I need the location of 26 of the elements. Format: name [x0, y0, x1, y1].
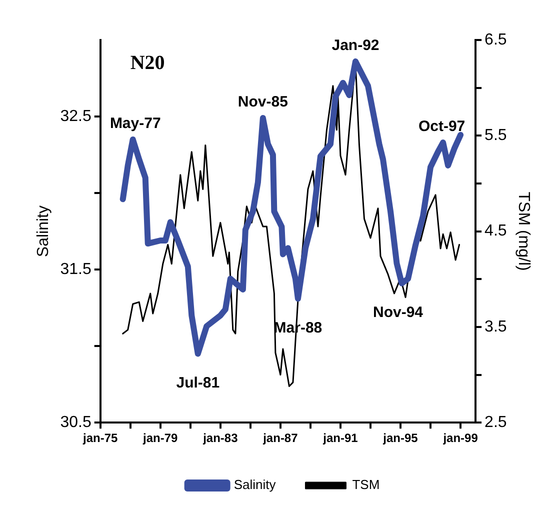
y2-tick-label: 2.5 — [484, 414, 507, 432]
y2-tick-label: 6.5 — [484, 31, 507, 48]
legend-label: Salinity — [234, 477, 276, 492]
annotation: Nov-85 — [238, 94, 288, 111]
x-tick-label: jan-75 — [82, 431, 118, 446]
y2-axis-title: TSM (mg/l) — [514, 192, 532, 271]
y2-tick-label: 4.5 — [484, 222, 507, 240]
x-tick-label: jan-91 — [322, 431, 358, 446]
legend-label: TSM — [352, 477, 380, 492]
x-tick-label: jan-99 — [442, 431, 478, 446]
annotation: Nov-94 — [372, 304, 424, 321]
y2-tick-label: 3.5 — [484, 318, 507, 336]
y2-tick-label: 5.5 — [484, 127, 507, 144]
text: N20 — [130, 52, 165, 74]
y-axis-title: Salinity — [35, 206, 52, 258]
annotation: Oct-97 — [418, 118, 466, 136]
annotation: May-77 — [110, 115, 161, 132]
x-tick-label: jan-79 — [142, 431, 178, 446]
annotation: Jan-92 — [332, 37, 380, 54]
y-tick-label: 31.5 — [60, 260, 92, 278]
x-tick-label: jan-95 — [382, 431, 418, 446]
y-tick-label: 30.5 — [60, 414, 92, 432]
y-tick-label: 32.5 — [60, 108, 92, 125]
x-tick-label: jan-87 — [262, 431, 298, 446]
x-tick-label: jan-83 — [202, 431, 238, 446]
annotation: Jul-81 — [176, 374, 220, 392]
